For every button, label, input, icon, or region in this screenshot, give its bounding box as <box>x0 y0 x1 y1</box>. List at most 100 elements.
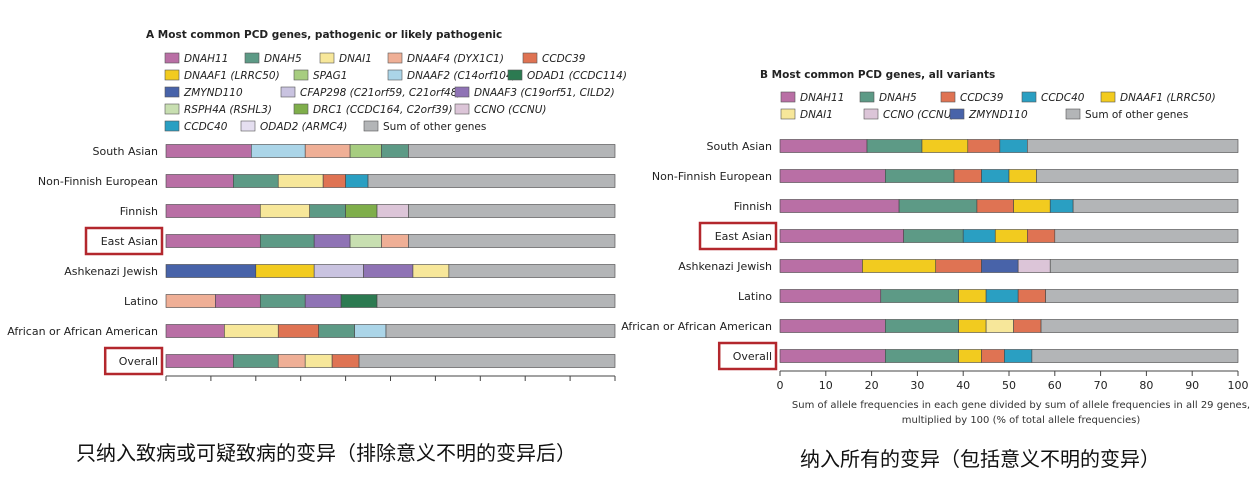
bar-segment-dnah11 <box>779 169 886 183</box>
legend-swatch <box>293 69 309 81</box>
panel-a: A Most common PCD genes, pathogenic or l… <box>7 29 627 381</box>
legend-label: ODAD1 (CCDC114) <box>527 70 627 82</box>
legend-label: CCDC39 <box>960 92 1004 104</box>
bar-segment-dnaaf1-lrrc50 <box>1008 169 1037 183</box>
legend-item-zmynd110: ZMYND110 <box>949 108 1028 121</box>
legend-item-dnah11: DNAH11 <box>164 52 228 65</box>
bar-segment-ccdc39 <box>277 324 319 338</box>
chart-title: A Most common PCD genes, pathogenic or l… <box>146 29 502 41</box>
bar-segment-ccdc39 <box>953 169 982 183</box>
legend-label: CCNO (CCNU) <box>474 104 547 116</box>
legend-label: DNAAF2 (C14orf104) <box>407 70 517 82</box>
bar-segment-sum-of-other-genes <box>358 354 616 368</box>
category-label: Ashkenazi Jewish <box>64 265 158 278</box>
bar-segment-sum-of-other-genes <box>367 174 616 188</box>
legend-label: DNAAF4 (DYX1C1) <box>407 53 504 65</box>
bar-segment-dnaaf1-lrrc50 <box>1013 199 1051 213</box>
bar-segment-sum-of-other-genes <box>1054 229 1239 243</box>
bar-segment-sum-of-other-genes <box>408 234 616 248</box>
legend-item-ccdc40: CCDC40 <box>1021 91 1085 104</box>
highlight-box <box>698 221 778 251</box>
bar-segment-dnah5 <box>318 324 355 338</box>
bar-segment-sum-of-other-genes <box>1031 349 1239 363</box>
legend-item-sum-of-other-genes: Sum of other genes <box>363 120 486 133</box>
category-label: African or African American <box>621 320 772 333</box>
legend-label: ODAD2 (ARMC4) <box>260 121 347 133</box>
bar-segment-dnah11 <box>779 199 900 213</box>
bar-segment-ccdc40 <box>981 169 1010 183</box>
x-tick-label: 10 <box>819 379 833 392</box>
legend-item-odad1-ccdc114: ODAD1 (CCDC114) <box>507 69 627 82</box>
legend-item-ccdc40: CCDC40 <box>164 120 228 133</box>
bar-segment-dnaaf1-lrrc50 <box>958 349 982 363</box>
bar-segment-dnai1 <box>259 204 310 218</box>
legend-item-ccdc39: CCDC39 <box>522 52 586 65</box>
category-label: Latino <box>124 295 158 308</box>
category-label: Latino <box>738 290 772 303</box>
bar-segment-dnah11 <box>165 204 261 218</box>
legend-label: Sum of other genes <box>1085 109 1188 121</box>
bar-segment-rsph4a-rshl3 <box>349 234 382 248</box>
legend-label: DNAI1 <box>800 109 833 121</box>
x-tick-label: 40 <box>956 379 970 392</box>
bar-segment-dnai1 <box>985 319 1014 333</box>
x-axis-label: multiplied by 100 (% of total allele fre… <box>902 415 1141 426</box>
legend-swatch <box>293 103 309 115</box>
legend-swatch <box>1021 91 1037 103</box>
bar-segment-spag1 <box>349 144 382 158</box>
bar-row-african-or-african-american <box>779 319 1239 333</box>
legend-swatch <box>863 108 879 120</box>
bar-row-latino <box>779 289 1239 303</box>
bar-segment-sum-of-other-genes <box>1072 199 1239 213</box>
bar-segment-dnaaf1-lrrc50 <box>958 319 987 333</box>
bar-segment-dnah5 <box>898 199 978 213</box>
bar-segment-ccdc39 <box>967 139 1001 153</box>
legend-item-dnaaf3-c19orf51-cild2: DNAAF3 (C19orf51, CILD2) <box>454 86 615 99</box>
bar-segment-dnah11 <box>779 259 863 273</box>
bar-segment-dnaaf1-lrrc50 <box>862 259 937 273</box>
bar-segment-dnaaf3-c19orf51-cild2 <box>304 294 342 308</box>
bar-segment-sum-of-other-genes <box>1036 169 1239 183</box>
legend-item-dnah5: DNAH5 <box>859 91 917 104</box>
bar-row-east-asian <box>779 229 1239 243</box>
legend-swatch <box>319 52 335 64</box>
chart-title: B Most common PCD genes, all variants <box>760 69 995 81</box>
legend-label: Sum of other genes <box>383 121 486 133</box>
legend-label: CCDC40 <box>184 121 228 133</box>
category-label: Ashkenazi Jewish <box>678 260 772 273</box>
bar-segment-sum-of-other-genes <box>1040 319 1239 333</box>
legend-item-spag1: SPAG1 <box>293 69 347 82</box>
legend-item-ccno-ccnu: CCNO (CCNU) <box>863 108 956 121</box>
bar-segment-dnah5 <box>885 169 955 183</box>
bar-segment-sum-of-other-genes <box>448 264 616 278</box>
bar-segment-dnaaf1-lrrc50 <box>958 289 987 303</box>
highlight-box <box>84 226 164 256</box>
bar-segment-dnah11 <box>165 234 261 248</box>
legend-label: DNAAF1 (LRRC50) <box>184 70 280 82</box>
bar-segment-dnah11 <box>165 324 225 338</box>
bar-segment-ccno-ccnu <box>1017 259 1051 273</box>
x-tick-label: 70 <box>1094 379 1108 392</box>
x-tick-label: 30 <box>910 379 924 392</box>
bar-segment-ccdc40 <box>1004 349 1033 363</box>
legend-label: DNAH5 <box>879 92 917 104</box>
bar-segment-dnaaf4-dyx1c1 <box>381 234 409 248</box>
bar-segment-dnai1 <box>412 264 450 278</box>
bar-segment-dnah5 <box>309 204 346 218</box>
legend-label: CCDC40 <box>1041 92 1085 104</box>
x-tick-label: 50 <box>1002 379 1016 392</box>
x-axis-label: Sum of allele frequencies in each gene d… <box>792 400 1250 411</box>
bar-segment-dnaaf4-dyx1c1 <box>304 144 351 158</box>
bar-segment-dnah11 <box>779 319 886 333</box>
legend-swatch <box>507 69 523 81</box>
bar-segment-dnai1 <box>277 174 324 188</box>
bar-segment-ccdc40 <box>1049 199 1074 213</box>
legend-swatch <box>522 52 538 64</box>
bar-row-african-or-african-american <box>165 324 616 338</box>
legend-item-zmynd110: ZMYND110 <box>164 86 243 99</box>
legend-item-dnah5: DNAH5 <box>244 52 302 65</box>
bar-segment-dnah11 <box>215 294 261 308</box>
bar-row-overall <box>165 354 616 368</box>
legend-label: DNAH11 <box>184 53 228 65</box>
